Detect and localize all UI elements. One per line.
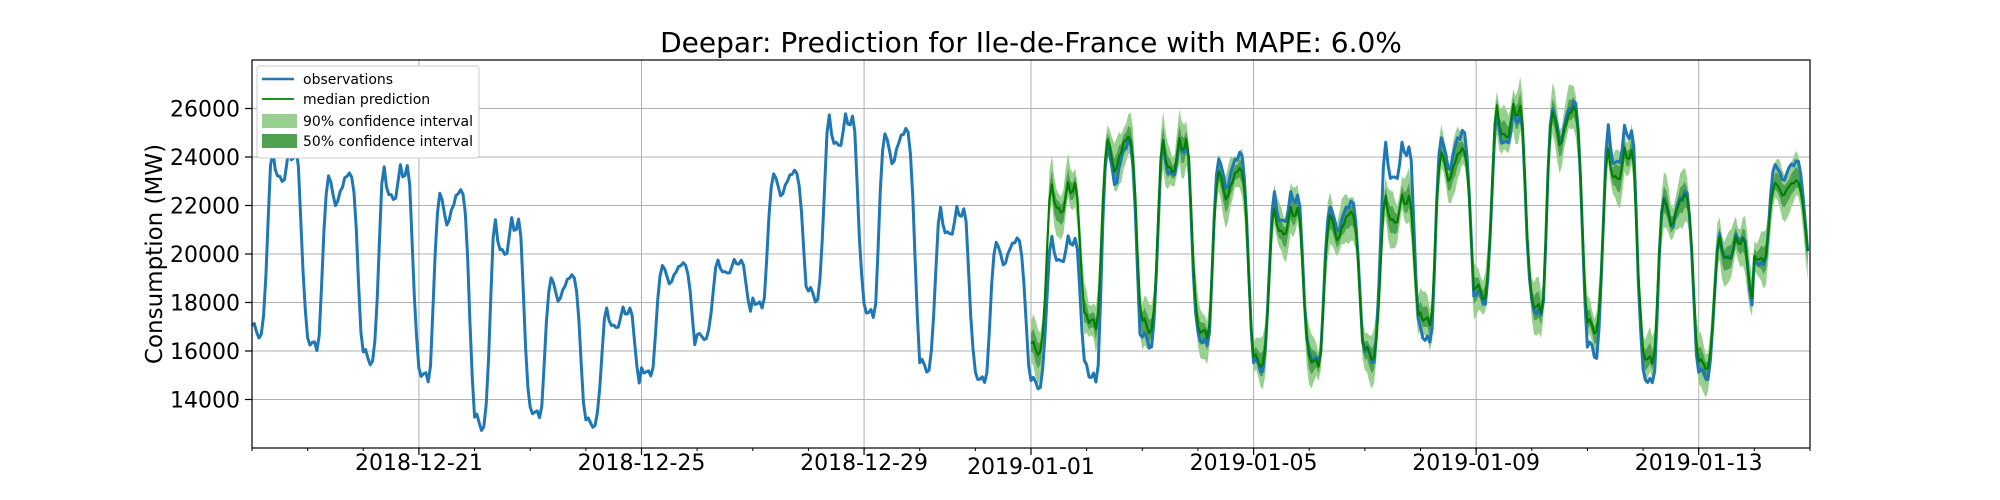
x-tick-label: 2019-01-05 xyxy=(1190,451,1318,476)
legend-label-50: 50% confidence interval xyxy=(303,134,473,150)
median-prediction-line xyxy=(1030,102,1809,371)
legend-swatch-50 xyxy=(262,134,297,148)
legend-swatch-90 xyxy=(262,114,297,128)
series-group xyxy=(251,76,1810,432)
legend-label-observations: observations xyxy=(303,72,393,88)
chart-title: Deepar: Prediction for Ile-de-France wit… xyxy=(660,26,1402,59)
legend-label-90: 90% confidence interval xyxy=(303,114,473,130)
x-tick-label: 2019-01-13 xyxy=(1635,451,1763,476)
y-tick-label: 20000 xyxy=(170,243,240,268)
x-tick-label: 2018-12-21 xyxy=(355,451,483,476)
y-tick-label: 14000 xyxy=(170,389,240,414)
y-tick-label: 22000 xyxy=(170,195,240,220)
y-tick-label: 26000 xyxy=(170,98,240,123)
y-tick-label: 18000 xyxy=(170,292,240,317)
y-tick-label: 24000 xyxy=(170,146,240,171)
x-tick-label: 2018-12-29 xyxy=(800,451,928,476)
x-tick-label: 2019-01-09 xyxy=(1412,451,1540,476)
legend-label-median: median prediction xyxy=(303,92,430,108)
confidence-band-90 xyxy=(1031,76,1808,398)
x-tick-label: 2019-01-01 xyxy=(967,455,1095,480)
legend: observations median prediction 90% confi… xyxy=(256,65,480,159)
axes: 14000 16000 18000 20000 22000 24000 26000 2018-… xyxy=(170,98,1811,480)
legend-frame xyxy=(256,65,480,159)
y-tick-label: 16000 xyxy=(170,340,240,365)
y-axis-label: Consumption (MW) xyxy=(142,144,168,364)
x-tick-label: 2018-12-25 xyxy=(578,451,706,476)
